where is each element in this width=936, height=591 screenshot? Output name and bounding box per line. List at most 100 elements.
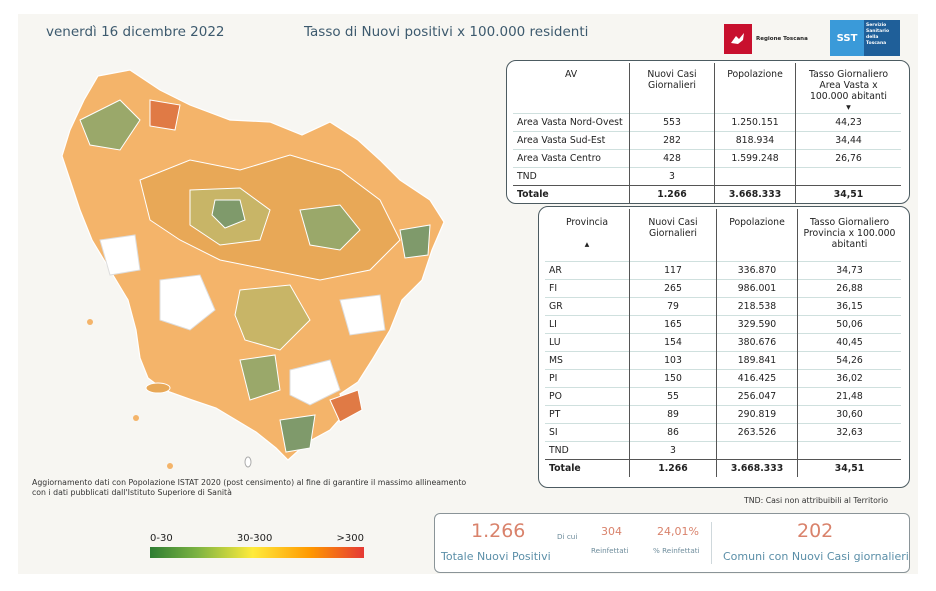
pv-row-pop: 380.676 — [716, 333, 798, 352]
pv-row-name: TND — [545, 441, 630, 460]
logo-rt-text: Regione Toscana — [756, 36, 808, 42]
av-total-label: Totale — [513, 185, 630, 203]
report-title: Tasso di Nuovi positivi x 100.000 reside… — [304, 24, 589, 40]
sort-down-icon[interactable]: ▾ — [846, 102, 851, 113]
table-total-row: Totale 1.266 3.668.333 34,51 — [513, 185, 901, 203]
av-row-pop — [714, 167, 796, 186]
kpi-card: 1.266 Totale Nuovi Positivi Di cui 304 R… — [434, 513, 910, 573]
pv-row-rate: 54,26 — [797, 351, 901, 370]
pv-row-pop: 986.001 — [716, 279, 798, 298]
pv-row-cases: 165 — [629, 315, 717, 334]
av-row-cases: 3 — [629, 167, 715, 186]
table-row: MS 103 189.841 54,26 — [545, 351, 901, 370]
av-row-pop: 818.934 — [714, 131, 796, 150]
av-row-name: Area Vasta Sud-Est — [513, 131, 630, 150]
table-row: LI 165 329.590 50,06 — [545, 315, 901, 334]
pv-row-rate: 36,15 — [797, 297, 901, 316]
pv-row-cases: 55 — [629, 387, 717, 406]
pv-row-rate: 40,45 — [797, 333, 901, 352]
report-date: venerdì 16 dicembre 2022 — [46, 24, 225, 40]
pv-row-rate: 30,60 — [797, 405, 901, 424]
pv-row-name: LU — [545, 333, 630, 352]
av-row-name: Area Vasta Nord-Ovest — [513, 113, 630, 132]
tuscany-map — [61, 69, 445, 469]
pv-row-name: GR — [545, 297, 630, 316]
pv-row-name: PT — [545, 405, 630, 424]
av-row-cases: 282 — [629, 131, 715, 150]
tnd-note: TND: Casi non attribuibili al Territorio — [744, 496, 889, 505]
av-row-cases: 428 — [629, 149, 715, 168]
reinfected-pct-label: % Reinfettati — [653, 546, 700, 555]
pv-row-cases: 3 — [629, 441, 717, 460]
av-col-pop: Popolazione — [714, 63, 796, 114]
table-row: PI 150 416.425 36,02 — [545, 369, 901, 388]
av-row-pop: 1.250.151 — [714, 113, 796, 132]
update-note: Aggiornamento dati con Popolazione ISTAT… — [32, 478, 467, 497]
pv-col-pop: Popolazione — [716, 209, 798, 262]
pv-row-pop: 290.819 — [716, 405, 798, 424]
pv-row-pop: 416.425 — [716, 369, 798, 388]
di-cui-label: Di cui — [557, 532, 578, 541]
pv-row-cases: 89 — [629, 405, 717, 424]
pv-row-name: MS — [545, 351, 630, 370]
pv-row-name: AR — [545, 261, 630, 280]
pv-row-cases: 265 — [629, 279, 717, 298]
pv-row-rate: 36,02 — [797, 369, 901, 388]
regione-toscana-logo: Regione Toscana — [724, 24, 808, 54]
pv-row-name: PO — [545, 387, 630, 406]
comuni-value: 202 — [797, 520, 834, 542]
av-row-rate: 44,23 — [795, 113, 901, 132]
total-new-positive-label: Totale Nuovi Positivi — [441, 550, 551, 563]
sst-mark: SST — [830, 20, 864, 56]
legend-label-low: 0-30 — [150, 533, 173, 544]
pv-row-pop: 218.538 — [716, 297, 798, 316]
pv-row-cases: 117 — [629, 261, 717, 280]
av-row-name: Area Vasta Centro — [513, 149, 630, 168]
av-col-header: AV — [564, 69, 578, 80]
area-vasta-table: AV Nuovi Casi Giornalieri Popolazione Ta… — [506, 60, 910, 204]
pv-row-pop: 189.841 — [716, 351, 798, 370]
sort-up-icon[interactable]: ▴ — [584, 239, 590, 250]
table-total-row: Totale 1.266 3.668.333 34,51 — [545, 459, 901, 477]
av-row-rate: 26,76 — [795, 149, 901, 168]
av-row-rate: 34,44 — [795, 131, 901, 150]
legend-label-high: >300 — [336, 533, 364, 544]
table-row: Area Vasta Sud-Est 282 818.934 34,44 — [513, 131, 901, 150]
pv-total-label: Totale — [545, 459, 630, 477]
pv-row-cases: 154 — [629, 333, 717, 352]
pv-row-name: FI — [545, 279, 630, 298]
av-col-rate: Tasso Giornaliero Area Vasta x 100.000 a… — [795, 63, 901, 114]
pv-col-header: Provincia ▴ — [565, 217, 609, 250]
pv-row-pop: 256.047 — [716, 387, 798, 406]
sst-text: Servizio Sanitario della Toscana — [864, 20, 900, 56]
pv-row-rate: 26,88 — [797, 279, 901, 298]
table-row: Area Vasta Centro 428 1.599.248 26,76 — [513, 149, 901, 168]
pv-col-cases: Nuovi Casi Giornalieri — [629, 209, 717, 262]
reinfected-label: Reinfettati — [591, 546, 629, 555]
av-col-cases: Nuovi Casi Giornalieri — [629, 63, 715, 114]
table-row: Area Vasta Nord-Ovest 553 1.250.151 44,2… — [513, 113, 901, 132]
pv-row-cases: 150 — [629, 369, 717, 388]
sst-logo: SST Servizio Sanitario della Toscana — [830, 20, 900, 56]
pv-row-rate: 50,06 — [797, 315, 901, 334]
pv-total-pop: 3.668.333 — [716, 459, 798, 477]
pv-row-pop: 263.526 — [716, 423, 798, 442]
table-row: PO 55 256.047 21,48 — [545, 387, 901, 406]
table-row: PT 89 290.819 30,60 — [545, 405, 901, 424]
pv-row-rate: 34,73 — [797, 261, 901, 280]
pv-row-pop — [716, 441, 798, 460]
av-total-pop: 3.668.333 — [714, 185, 796, 203]
pv-row-name: PI — [545, 369, 630, 388]
av-row-rate — [795, 167, 901, 186]
provincia-table: Provincia ▴ Nuovi Casi Giornalieri Popola… — [538, 206, 910, 488]
pv-row-cases: 86 — [629, 423, 717, 442]
av-row-name: TND — [513, 167, 630, 186]
pv-row-rate — [797, 441, 901, 460]
pv-row-name: LI — [545, 315, 630, 334]
color-legend: 0-30 30-300 >300 — [150, 533, 364, 558]
pegasus-icon — [724, 24, 752, 54]
table-row: TND 3 — [545, 441, 901, 460]
comuni-label: Comuni con Nuovi Casi giornalieri — [723, 550, 909, 563]
total-new-positive-value: 1.266 — [471, 520, 526, 542]
pv-row-cases: 79 — [629, 297, 717, 316]
